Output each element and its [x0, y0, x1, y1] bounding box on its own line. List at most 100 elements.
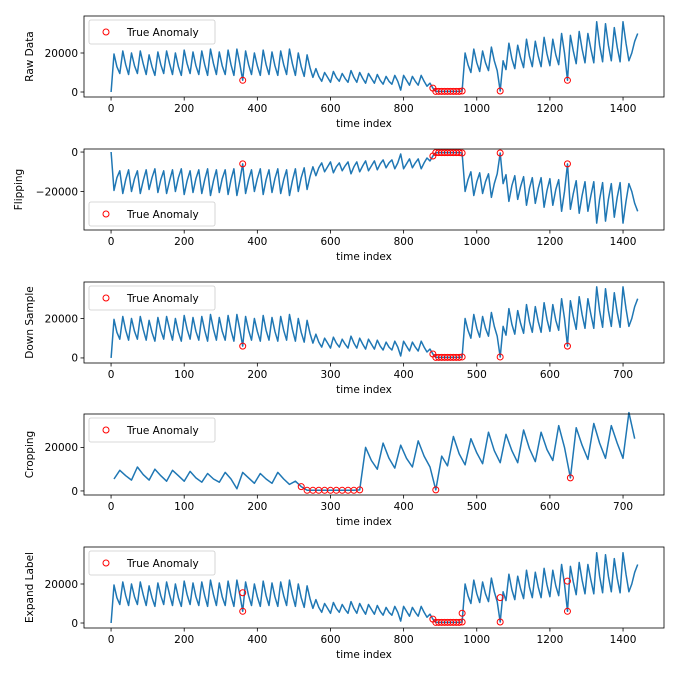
legend: True Anomaly	[88, 550, 216, 576]
y-axis-label: Raw Data	[24, 31, 36, 82]
y-axis-label: Down Sample	[24, 286, 36, 358]
x-tick-label: 500	[467, 501, 487, 513]
y-axis-label: Flipping	[13, 169, 25, 210]
legend: True Anomaly	[88, 285, 216, 311]
x-tick-label: 300	[320, 369, 340, 381]
x-tick-label: 1000	[463, 103, 490, 115]
legend-label: True Anomaly	[126, 558, 199, 570]
series-line	[110, 21, 639, 93]
y-tick-label: 20000	[45, 579, 78, 591]
y-tick-label: 0	[71, 618, 78, 630]
y-axis-label: Expand Label	[24, 552, 36, 623]
anomaly-marker	[239, 160, 247, 168]
x-tick-label: 400	[247, 236, 267, 248]
x-tick-label: 1400	[610, 236, 637, 248]
anomaly-marker	[458, 149, 466, 157]
x-tick-label: 200	[247, 369, 267, 381]
series-line	[110, 286, 639, 359]
x-tick-label: 400	[394, 369, 414, 381]
x-tick-label: 200	[174, 236, 194, 248]
x-tick-label: 800	[394, 634, 414, 646]
subplot-cropping: 0 100 200 300 400 500 600 700 0 20000 time index Cr…	[24, 411, 665, 528]
x-tick-label: 1200	[537, 236, 564, 248]
anomaly-marker	[356, 486, 364, 494]
x-tick-label: 200	[247, 501, 267, 513]
x-tick-label: 0	[108, 369, 115, 381]
legend-box	[88, 285, 216, 311]
x-tick-label: 0	[108, 103, 115, 115]
subplot-flipping: 0 200 400 600 800 1000 1200 1400 0 −20000 time ind…	[13, 147, 665, 263]
anomaly-marker	[496, 353, 504, 361]
anomaly-marker	[496, 149, 504, 157]
legend-anomaly-marker-icon	[102, 559, 110, 567]
y-tick-label: 0	[71, 486, 78, 498]
x-tick-label: 1400	[610, 103, 637, 115]
legend-label: True Anomaly	[126, 425, 199, 437]
legend-box	[88, 19, 216, 45]
anomaly-marker	[239, 76, 247, 84]
axes-frame	[83, 15, 665, 98]
y-axis-label: Cropping	[24, 431, 36, 478]
y-tick-label: 20000	[45, 48, 78, 60]
anomaly-marker	[496, 594, 504, 602]
legend: True Anomaly	[88, 19, 216, 45]
anomaly-marker	[458, 353, 466, 361]
subplot-expand-label: 0 200 400 600 800 1000 1200 1400 0 20000 time inde…	[24, 546, 665, 661]
x-axis-label: time index	[336, 384, 392, 396]
x-tick-label: 0	[108, 236, 115, 248]
legend-box	[88, 417, 216, 443]
legend-anomaly-marker-icon	[102, 210, 110, 218]
y-tick-label: 20000	[45, 442, 78, 454]
anomaly-marker	[239, 607, 247, 615]
series-line	[113, 411, 636, 492]
x-tick-label: 1400	[610, 634, 637, 646]
y-tick-label: 0	[71, 87, 78, 99]
legend-anomaly-marker-icon	[102, 426, 110, 434]
y-tick-label: 0	[71, 147, 78, 159]
subplot-down-sample: 0 100 200 300 400 500 600 700 0 20000 time index Do…	[24, 281, 665, 396]
x-tick-label: 1000	[463, 236, 490, 248]
legend-label: True Anomaly	[126, 293, 199, 305]
legend: True Anomaly	[88, 417, 216, 443]
x-tick-label: 600	[320, 634, 340, 646]
x-axis-label: time index	[336, 516, 392, 528]
x-tick-label: 600	[540, 369, 560, 381]
anomaly-marker	[297, 483, 305, 491]
x-tick-label: 600	[320, 103, 340, 115]
legend-label: True Anomaly	[126, 27, 199, 39]
anomaly-marker	[239, 342, 247, 350]
series-line	[110, 552, 639, 624]
anomaly-marker	[455, 353, 463, 361]
legend-box	[88, 550, 216, 576]
x-axis-label: time index	[336, 118, 392, 130]
legend-anomaly-marker-icon	[102, 294, 110, 302]
anomaly-marker	[496, 87, 504, 95]
x-tick-label: 100	[174, 369, 194, 381]
x-tick-label: 500	[467, 369, 487, 381]
y-tick-label: 20000	[45, 313, 78, 325]
anomaly-marker	[563, 577, 571, 585]
x-tick-label: 200	[174, 103, 194, 115]
x-tick-label: 0	[108, 501, 115, 513]
anomaly-marker	[432, 486, 440, 494]
anomaly-marker	[455, 618, 463, 626]
anomaly-marker	[496, 618, 504, 626]
x-tick-label: 400	[247, 634, 267, 646]
x-tick-label: 200	[174, 634, 194, 646]
x-tick-label: 400	[394, 501, 414, 513]
axes-frame	[83, 148, 665, 231]
x-axis-label: time index	[336, 649, 392, 661]
legend: True Anomaly	[88, 201, 216, 227]
axes-frame	[83, 413, 665, 496]
x-tick-label: 700	[613, 501, 633, 513]
x-tick-label: 400	[247, 103, 267, 115]
x-tick-label: 1000	[463, 634, 490, 646]
anomaly-marker	[563, 342, 571, 350]
legend-box	[88, 201, 216, 227]
x-tick-label: 0	[108, 634, 115, 646]
axes-frame	[83, 281, 665, 364]
anomaly-marker	[458, 609, 466, 617]
x-tick-label: 600	[540, 501, 560, 513]
anomaly-marker	[566, 474, 574, 482]
